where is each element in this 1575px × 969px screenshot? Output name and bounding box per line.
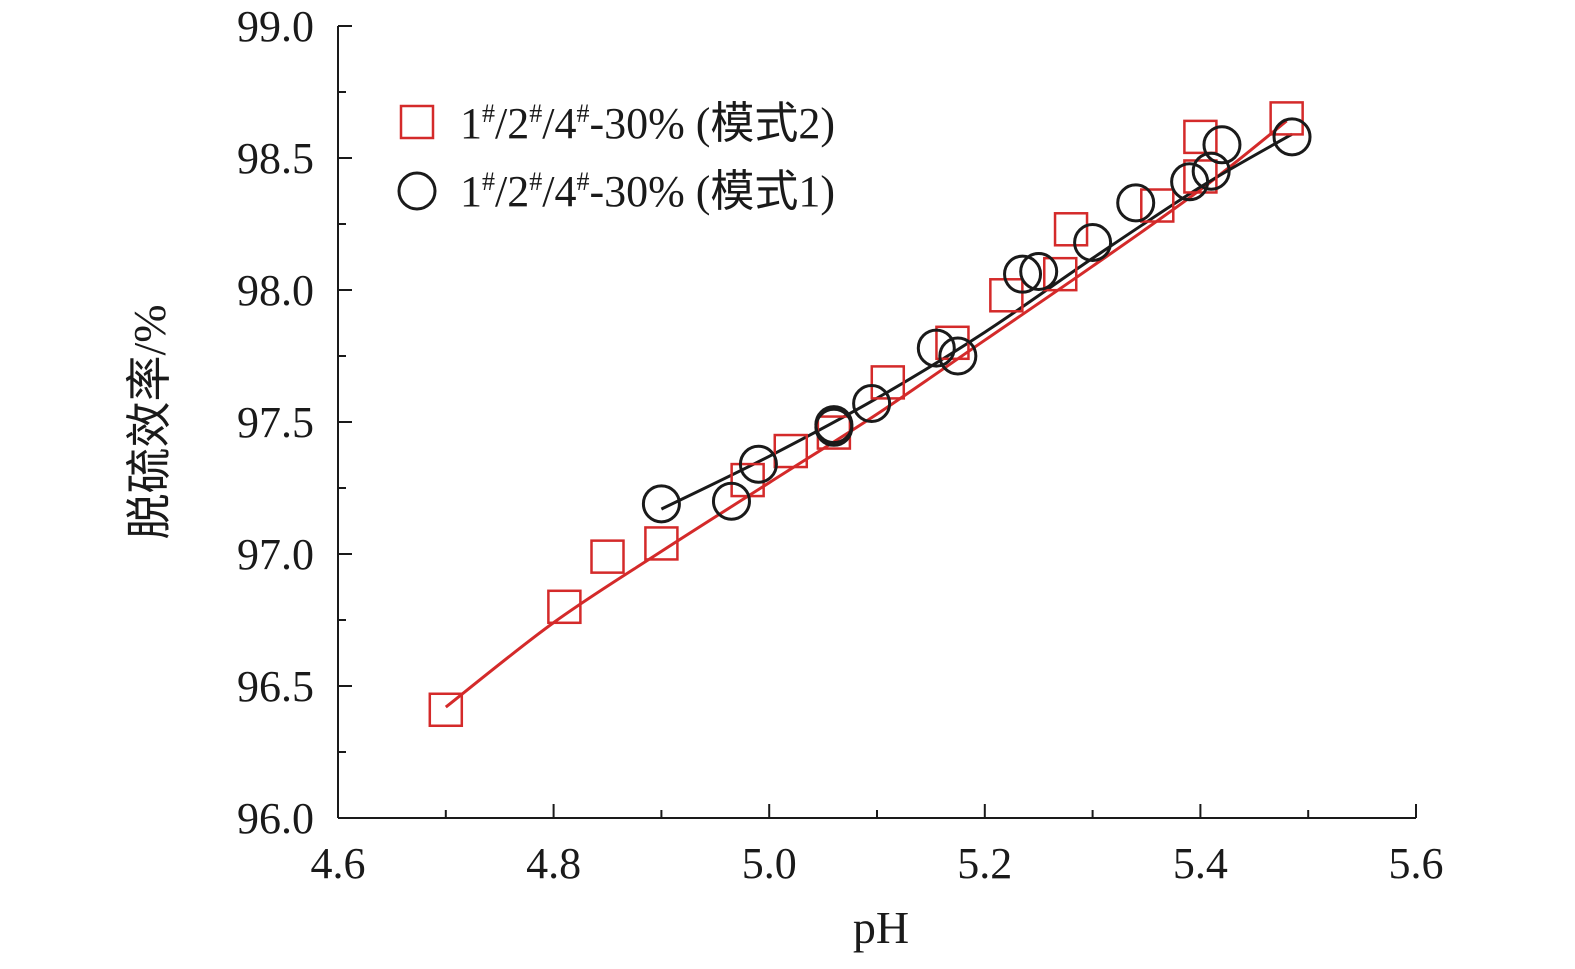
data-point-circle: [814, 405, 854, 445]
data-point-circle: [1170, 162, 1210, 202]
y-tick-label: 99.0: [237, 2, 314, 51]
data-point-square: [428, 692, 464, 728]
data-point-square: [1183, 119, 1218, 155]
y-tick-label: 96.5: [237, 662, 314, 711]
data-point-square: [773, 433, 809, 469]
ticks: [337, 25, 1417, 819]
legend: 1#/2#/4#-30% (模式2) 1#/2#/4#-30% (模式1): [397, 99, 835, 216]
data-point-circle: [852, 384, 892, 424]
y-tick-label: 98.0: [237, 266, 314, 315]
legend-marker-circle: [397, 171, 437, 211]
data-point-circle: [1003, 254, 1043, 294]
data-point-circle: [814, 407, 854, 447]
data-point-circle: [916, 328, 956, 368]
data-point-circle: [738, 444, 778, 484]
data-point-circle: [1073, 222, 1113, 262]
data-point-circle: [1019, 252, 1059, 292]
data-point-circle: [1191, 151, 1231, 191]
data-point-square: [1269, 101, 1304, 136]
fit-curve-mode2: [444, 119, 1288, 709]
x-tick-label: 5.4: [1173, 839, 1228, 888]
legend-marker-square: [399, 104, 435, 140]
y-tick-label: 97.0: [237, 530, 314, 579]
legend-label-mode1: 1#/2#/4#-30% (模式1): [460, 167, 835, 216]
data-point-circle: [641, 484, 681, 524]
data-point-square: [1140, 188, 1175, 223]
data-point-square: [1053, 212, 1089, 247]
tick-labels: 4.6 4.8 5.0 5.2 5.4 5.6 96.0 96.5 97.0 97.5 98.0 98…: [237, 2, 1444, 888]
data-point-circle: [938, 336, 978, 376]
x-tick-label: 5.2: [957, 839, 1012, 888]
data-point-circle: [1116, 183, 1156, 223]
data-point-square: [644, 526, 679, 561]
x-tick-label: 5.6: [1389, 839, 1444, 888]
data-markers: [428, 101, 1312, 728]
x-axis-title: pH: [853, 902, 909, 953]
data-point-square: [1183, 159, 1218, 194]
data-point-square: [547, 589, 582, 625]
data-point-circle: [1272, 117, 1312, 157]
y-tick-label: 97.5: [237, 398, 314, 447]
legend-label-mode2: 1#/2#/4#-30% (模式2): [460, 99, 835, 148]
y-tick-label: 98.5: [237, 134, 314, 183]
data-point-circle: [1202, 125, 1242, 165]
y-axis-title: 脱硫效率/%: [124, 304, 175, 539]
data-point-circle: [711, 481, 751, 521]
data-point-square: [590, 539, 625, 574]
x-tick-label: 5.0: [742, 839, 797, 888]
x-tick-label: 4.8: [526, 839, 581, 888]
x-tick-label: 4.6: [311, 839, 366, 888]
data-point-square: [1043, 256, 1078, 292]
y-tick-label: 96.0: [237, 794, 314, 843]
